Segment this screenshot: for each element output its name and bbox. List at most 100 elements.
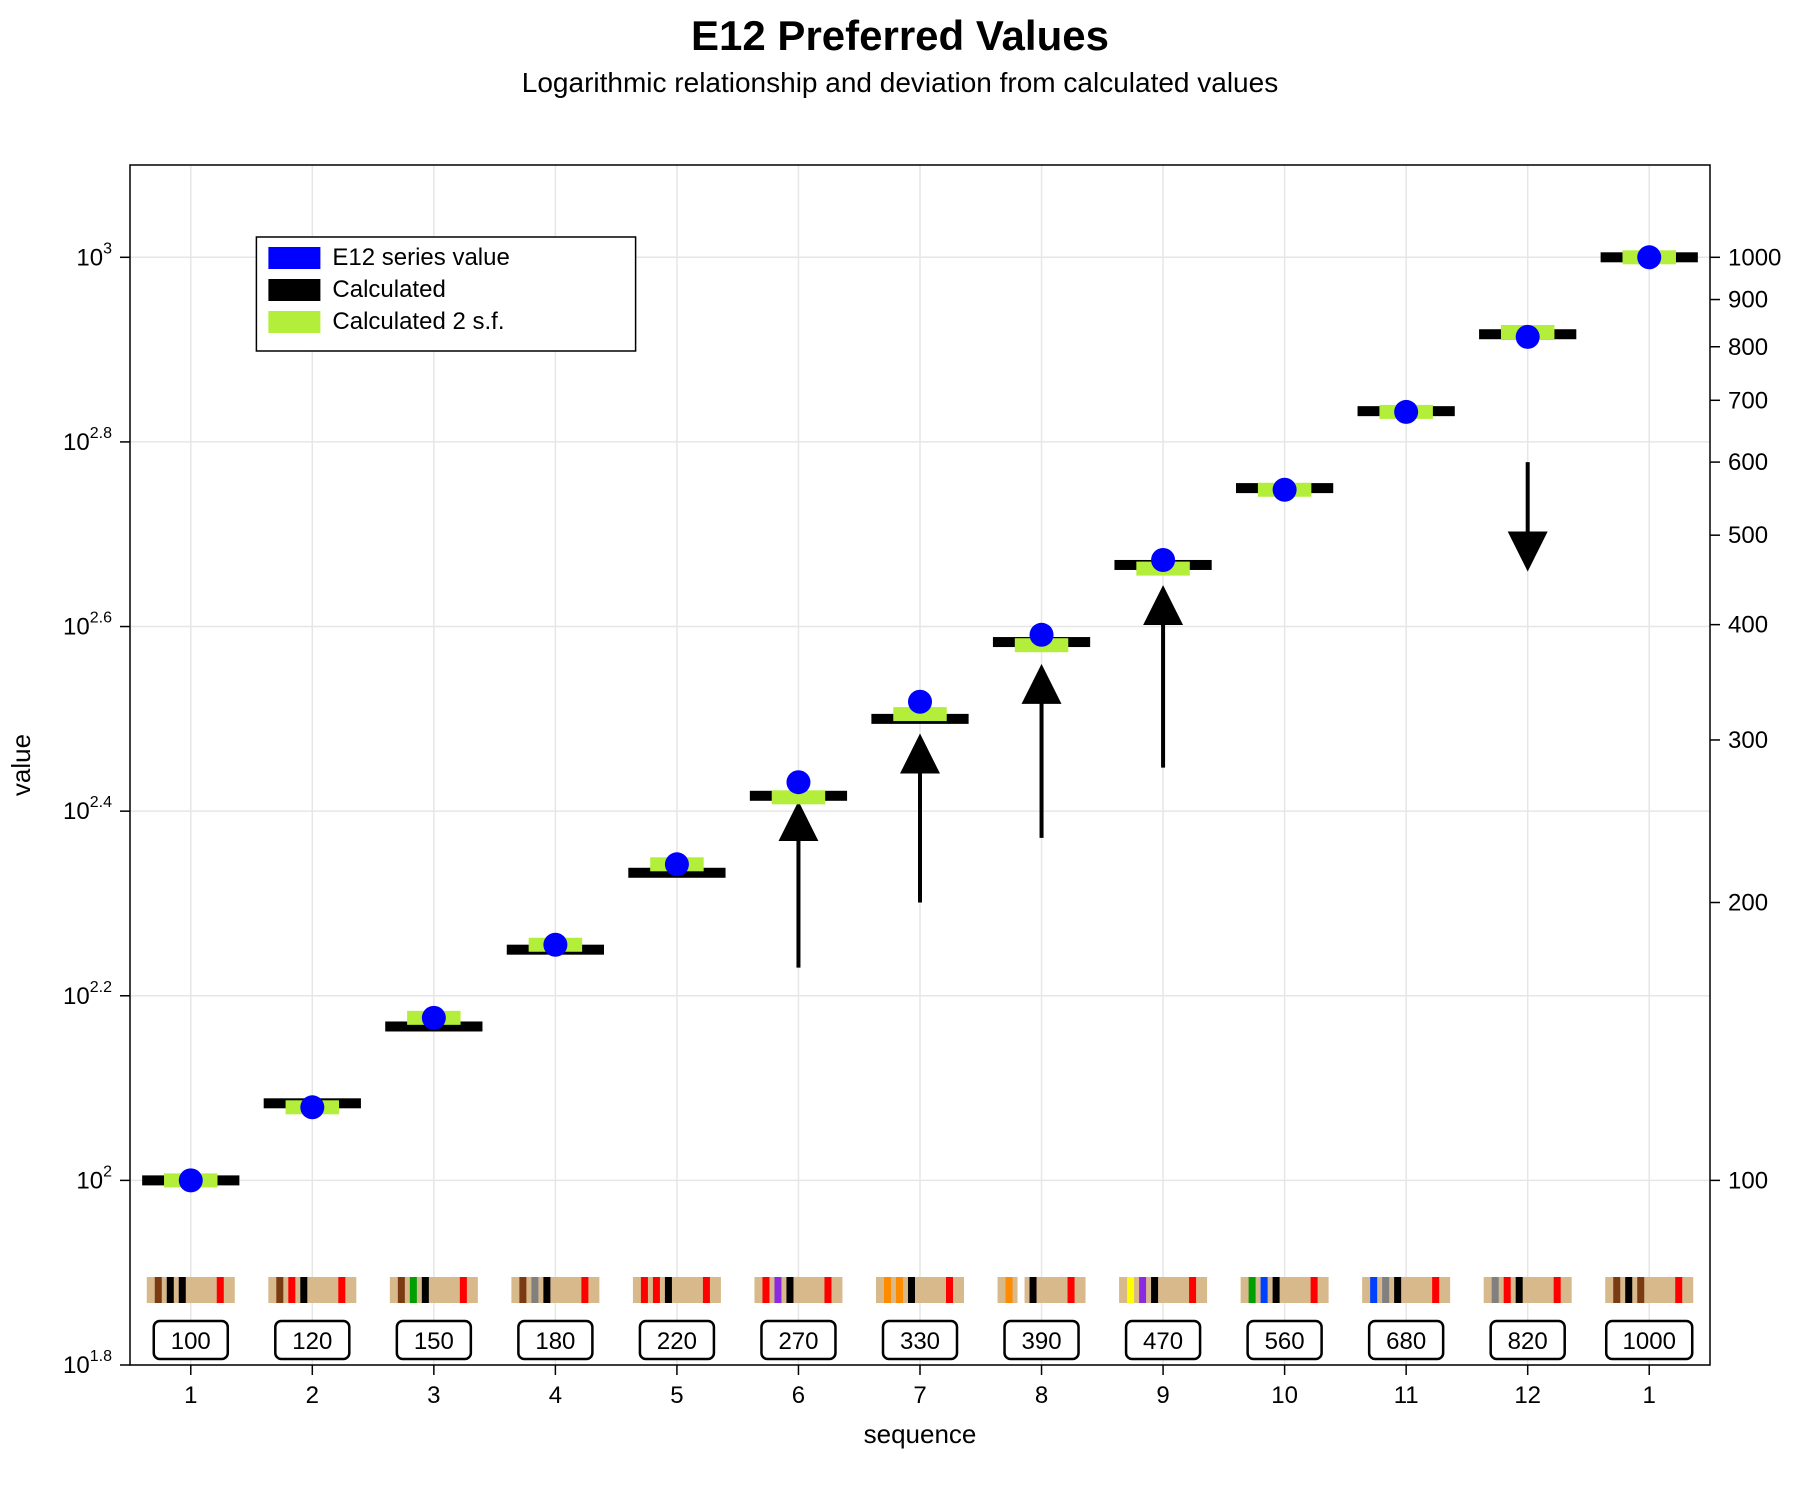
value-box-label: 150	[414, 1328, 454, 1355]
xtick-label: 6	[792, 1382, 805, 1409]
resistor-band	[1504, 1277, 1511, 1303]
resistor-band	[410, 1277, 417, 1303]
xtick-label: 3	[427, 1382, 440, 1409]
resistor-band	[1249, 1277, 1256, 1303]
value-box-label: 820	[1508, 1328, 1548, 1355]
resistor-band	[774, 1277, 781, 1303]
resistor-band	[908, 1277, 915, 1303]
resistor-band	[167, 1277, 174, 1303]
e12-point	[908, 690, 932, 714]
resistor-tolerance-band	[581, 1277, 588, 1303]
resistor-band	[519, 1277, 526, 1303]
e12-point	[1394, 400, 1418, 424]
resistor-tolerance-band	[338, 1277, 345, 1303]
ytick-right-label: 900	[1728, 287, 1768, 314]
resistor-band	[1127, 1277, 1134, 1303]
resistor-band	[786, 1277, 793, 1303]
resistor-band	[288, 1277, 295, 1303]
xtick-label: 11	[1394, 1382, 1419, 1409]
e12-point	[786, 770, 810, 794]
resistor-band	[1613, 1277, 1620, 1303]
xtick-label: 12	[1514, 1382, 1541, 1409]
xtick-label: 9	[1156, 1382, 1169, 1409]
resistor-band	[1018, 1277, 1025, 1303]
e12-point	[1516, 325, 1540, 349]
xtick-label: 1	[184, 1382, 197, 1409]
value-box-label: 1000	[1623, 1328, 1676, 1355]
ytick-right-label: 400	[1728, 612, 1768, 639]
xtick-label: 5	[670, 1382, 683, 1409]
e12-point	[422, 1006, 446, 1030]
xtick-label: 2	[306, 1382, 319, 1409]
xtick-label: 7	[913, 1382, 926, 1409]
ytick-right-label: 100	[1728, 1167, 1768, 1194]
resistor-band	[1030, 1277, 1037, 1303]
legend-label: E12 series value	[332, 244, 509, 271]
resistor-band	[155, 1277, 162, 1303]
value-box-label: 220	[657, 1328, 697, 1355]
resistor-tolerance-band	[217, 1277, 224, 1303]
resistor-band	[665, 1277, 672, 1303]
value-box-label: 390	[1022, 1328, 1062, 1355]
resistor-band	[1637, 1277, 1644, 1303]
y-axis-label: value	[6, 734, 36, 796]
resistor-band	[179, 1277, 186, 1303]
legend-swatch	[268, 279, 320, 301]
ytick-right-label: 300	[1728, 727, 1768, 754]
xtick-label: 10	[1271, 1382, 1298, 1409]
resistor-tolerance-band	[1189, 1277, 1196, 1303]
resistor-tolerance-band	[1068, 1277, 1075, 1303]
resistor-band	[1261, 1277, 1268, 1303]
resistor-band	[422, 1277, 429, 1303]
resistor-band	[1139, 1277, 1146, 1303]
resistor-band	[1151, 1277, 1158, 1303]
legend-label: Calculated 2 s.f.	[332, 308, 504, 335]
value-box-label: 680	[1386, 1328, 1426, 1355]
ytick-right-label: 600	[1728, 449, 1768, 476]
ytick-right-label: 800	[1728, 334, 1768, 361]
value-box-label: 120	[292, 1328, 332, 1355]
ytick-right-label: 500	[1728, 522, 1768, 549]
resistor-band	[1006, 1277, 1013, 1303]
resistor-band	[762, 1277, 769, 1303]
value-box-label: 100	[171, 1328, 211, 1355]
resistor-band	[1516, 1277, 1523, 1303]
xtick-label: 4	[549, 1382, 562, 1409]
resistor-tolerance-band	[1554, 1277, 1561, 1303]
resistor-band	[398, 1277, 405, 1303]
resistor-band	[641, 1277, 648, 1303]
e12-point	[1273, 478, 1297, 502]
resistor-band	[1394, 1277, 1401, 1303]
resistor-band	[884, 1277, 891, 1303]
resistor-band	[896, 1277, 903, 1303]
ytick-right-label: 700	[1728, 387, 1768, 414]
resistor-band	[1370, 1277, 1377, 1303]
e12-point	[1151, 548, 1175, 572]
xtick-label: 8	[1035, 1382, 1048, 1409]
e12-point	[179, 1168, 203, 1192]
resistor-tolerance-band	[460, 1277, 467, 1303]
value-box-label: 180	[535, 1328, 575, 1355]
value-box-label: 560	[1265, 1328, 1305, 1355]
resistor-band	[531, 1277, 538, 1303]
legend-label: Calculated	[332, 276, 445, 303]
resistor-tolerance-band	[824, 1277, 831, 1303]
e12-point	[1030, 623, 1054, 647]
legend-swatch	[268, 247, 320, 269]
value-box-label: 270	[778, 1328, 818, 1355]
resistor-band	[1382, 1277, 1389, 1303]
resistor-tolerance-band	[703, 1277, 710, 1303]
chart-subtitle: Logarithmic relationship and deviation f…	[522, 67, 1278, 98]
resistor-band	[276, 1277, 283, 1303]
resistor-tolerance-band	[946, 1277, 953, 1303]
resistor-band	[653, 1277, 660, 1303]
resistor-band	[1492, 1277, 1499, 1303]
ytick-right-label: 1000	[1728, 244, 1781, 271]
resistor-tolerance-band	[1311, 1277, 1318, 1303]
e12-point	[543, 933, 567, 957]
resistor-band	[300, 1277, 307, 1303]
value-box-label: 470	[1143, 1328, 1183, 1355]
e12-point	[665, 852, 689, 876]
resistor-band	[1625, 1277, 1632, 1303]
resistor-band	[1273, 1277, 1280, 1303]
